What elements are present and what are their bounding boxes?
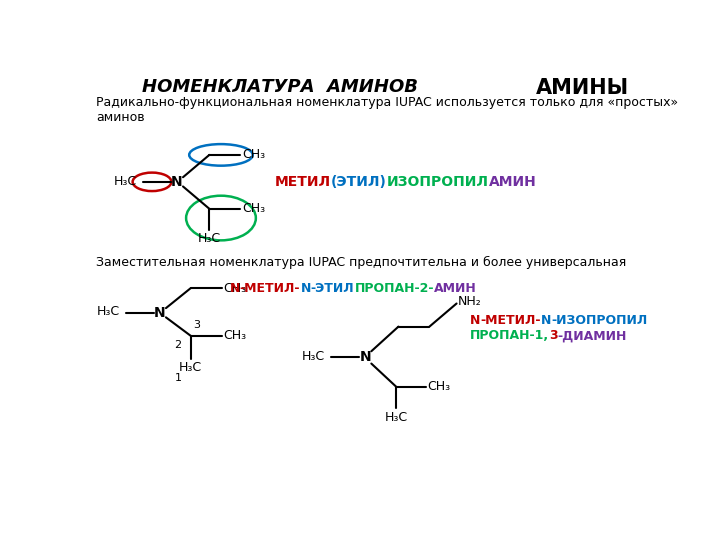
Text: N: N — [230, 281, 240, 295]
Text: H₃C: H₃C — [384, 411, 408, 424]
Text: 2: 2 — [174, 340, 181, 350]
Text: 1: 1 — [175, 373, 182, 383]
Text: -МЕТИЛ-: -МЕТИЛ- — [480, 314, 541, 327]
Text: NH₂: NH₂ — [458, 295, 482, 308]
Text: H₃C: H₃C — [113, 174, 137, 187]
Text: АМИН: АМИН — [434, 281, 477, 295]
Text: ПРОПАН-2-: ПРОПАН-2- — [354, 281, 434, 295]
Text: -ЭТИЛ: -ЭТИЛ — [311, 281, 354, 295]
Text: CH₃: CH₃ — [223, 281, 246, 295]
Text: МЕТИЛ: МЕТИЛ — [274, 175, 330, 189]
Text: (ЭТИЛ): (ЭТИЛ) — [330, 175, 387, 189]
Text: H₃C: H₃C — [302, 350, 325, 363]
Text: N: N — [171, 175, 183, 189]
Text: N: N — [154, 306, 166, 320]
Text: CH₃: CH₃ — [223, 329, 246, 342]
Text: -ИЗОПРОПИЛ: -ИЗОПРОПИЛ — [551, 314, 647, 327]
Text: N: N — [359, 350, 371, 365]
Text: N: N — [469, 314, 480, 327]
Text: H₃C: H₃C — [96, 306, 120, 319]
Text: ИЗОПРОПИЛ: ИЗОПРОПИЛ — [387, 175, 488, 189]
Text: H₃C: H₃C — [198, 232, 221, 245]
Text: АМИНЫ: АМИНЫ — [536, 78, 629, 98]
Text: CH₃: CH₃ — [242, 202, 265, 215]
Text: N: N — [541, 314, 551, 327]
Text: 3: 3 — [193, 320, 200, 330]
Text: N: N — [300, 281, 311, 295]
Text: CH₃: CH₃ — [242, 148, 265, 161]
Text: Радикально-функциональная номенклатура IUPAC используется только для «простых» а: Радикально-функциональная номенклатура I… — [96, 96, 678, 124]
Text: АМИН: АМИН — [488, 175, 536, 189]
Text: Заместительная номенклатура IUPAC предпочтительна и более универсальная: Заместительная номенклатура IUPAC предпо… — [96, 256, 626, 269]
Text: НОМЕНКЛАТУРА  АМИНОВ: НОМЕНКЛАТУРА АМИНОВ — [142, 78, 418, 96]
Text: 3: 3 — [549, 329, 557, 342]
Text: -МЕТИЛ-: -МЕТИЛ- — [240, 281, 300, 295]
Text: -ДИАМИН: -ДИАМИН — [557, 329, 627, 342]
Text: H₃C: H₃C — [179, 361, 202, 374]
Text: CH₃: CH₃ — [427, 380, 450, 393]
Text: ПРОПАН-1,: ПРОПАН-1, — [469, 329, 549, 342]
